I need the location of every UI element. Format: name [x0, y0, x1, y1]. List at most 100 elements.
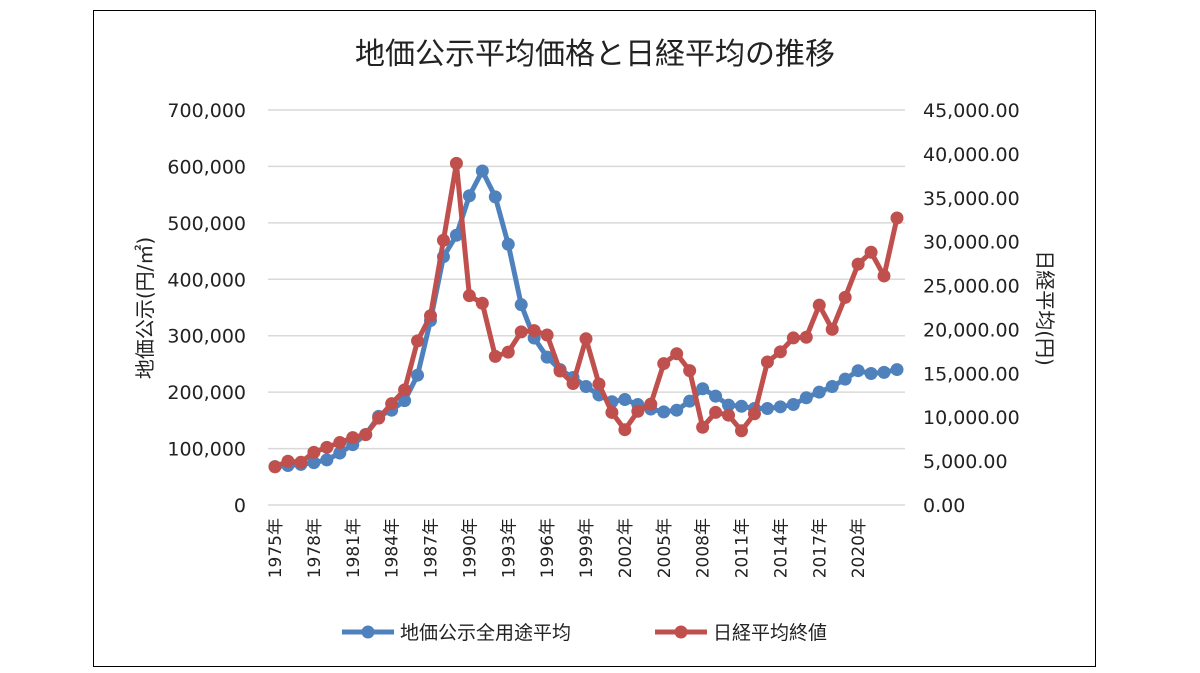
data-point — [411, 368, 425, 382]
x-tick-label: 2002年 — [616, 518, 636, 578]
x-tick-label: 2011年 — [733, 518, 753, 578]
y-tick-label: 200,000 — [167, 382, 246, 404]
data-point — [540, 350, 554, 364]
y2-tick-label: 30,000.00 — [923, 232, 1020, 254]
data-point — [449, 156, 463, 170]
data-point — [709, 405, 723, 419]
data-point — [851, 364, 865, 378]
data-point — [722, 408, 736, 422]
data-point — [462, 289, 476, 303]
y2-tick-label: 5,000.00 — [923, 451, 1008, 473]
data-point — [735, 424, 748, 438]
y2-tick-label: 0.00 — [923, 495, 965, 517]
data-point — [579, 380, 593, 393]
data-point — [333, 436, 347, 450]
data-point — [307, 445, 321, 459]
x-tick-label: 1987年 — [422, 518, 442, 578]
data-point — [501, 345, 515, 359]
data-point — [890, 211, 904, 225]
x-tick-label: 1984年 — [383, 518, 403, 578]
y-tick-label: 400,000 — [167, 269, 246, 291]
data-point — [488, 349, 502, 363]
data-point — [488, 190, 502, 204]
data-point — [825, 380, 839, 393]
y2-tick-label: 20,000.00 — [923, 319, 1020, 341]
data-point — [579, 332, 593, 346]
x-tick-label: 1996年 — [538, 518, 558, 578]
x-tick-label: 1978年 — [305, 518, 325, 578]
data-point — [683, 394, 697, 408]
data-point — [398, 383, 412, 397]
x-tick-label: 1993年 — [499, 518, 519, 578]
data-point — [851, 257, 865, 271]
data-point — [618, 392, 632, 406]
data-point — [501, 237, 515, 251]
data-point — [372, 411, 386, 425]
data-point — [514, 325, 528, 339]
data-point — [838, 290, 852, 304]
y-tick-label: 0 — [234, 495, 246, 517]
x-tick-label: 2020年 — [849, 518, 869, 578]
y-axis-label: 地価公示(円/㎡) — [133, 237, 157, 379]
data-point — [436, 233, 450, 247]
data-point — [540, 328, 554, 342]
data-point — [735, 399, 748, 413]
data-point — [773, 345, 787, 359]
x-tick-label: 2014年 — [771, 518, 791, 578]
y2-tick-label: 45,000.00 — [923, 100, 1020, 122]
y2-tick-label: 35,000.00 — [923, 188, 1020, 210]
data-point — [709, 389, 723, 403]
data-point — [281, 454, 295, 468]
data-point — [346, 431, 360, 445]
data-point — [747, 407, 761, 421]
data-point — [605, 405, 619, 419]
data-point — [838, 372, 852, 386]
data-point — [566, 376, 580, 390]
data-point — [411, 334, 425, 348]
y2-axis-label: 日経平均(円) — [1033, 250, 1057, 366]
data-point — [670, 347, 684, 361]
data-point — [890, 363, 904, 377]
data-point — [864, 367, 878, 381]
legend-marker — [674, 625, 688, 639]
data-point — [799, 391, 813, 405]
data-point — [799, 330, 813, 344]
series-line-0 — [274, 168, 898, 470]
data-point — [786, 331, 800, 345]
data-point — [514, 298, 528, 312]
chart-frame — [93, 10, 1096, 667]
data-point — [696, 420, 710, 434]
data-point — [320, 440, 334, 454]
chart-title: 地価公示平均価格と日経平均の推移 — [355, 37, 835, 72]
data-point — [385, 397, 399, 411]
data-point — [696, 382, 710, 396]
y-tick-label: 100,000 — [167, 439, 246, 461]
data-point — [527, 324, 541, 338]
x-tick-label: 1999年 — [577, 518, 597, 578]
data-point — [670, 403, 684, 417]
y-tick-label: 700,000 — [167, 100, 246, 122]
legend-label: 地価公示全用途平均 — [400, 622, 571, 644]
data-point — [644, 397, 658, 411]
y2-tick-label: 15,000.00 — [923, 363, 1020, 385]
data-point — [475, 164, 489, 178]
data-point — [424, 309, 437, 323]
data-point — [333, 446, 347, 460]
x-tick-label: 2008年 — [694, 518, 714, 578]
data-point — [631, 404, 645, 418]
y-tick-label: 500,000 — [167, 213, 246, 235]
y-tick-label: 300,000 — [167, 326, 246, 348]
x-tick-label: 1990年 — [460, 518, 480, 578]
data-point — [877, 269, 891, 283]
data-point — [773, 400, 787, 414]
data-point — [618, 423, 632, 437]
x-tick-label: 2005年 — [655, 518, 675, 578]
data-point — [553, 364, 567, 378]
data-point — [812, 298, 826, 312]
data-point — [398, 394, 412, 408]
legend-marker — [361, 625, 375, 639]
data-point — [683, 364, 697, 378]
data-point — [786, 398, 800, 412]
y-tick-label: 600,000 — [167, 156, 246, 178]
